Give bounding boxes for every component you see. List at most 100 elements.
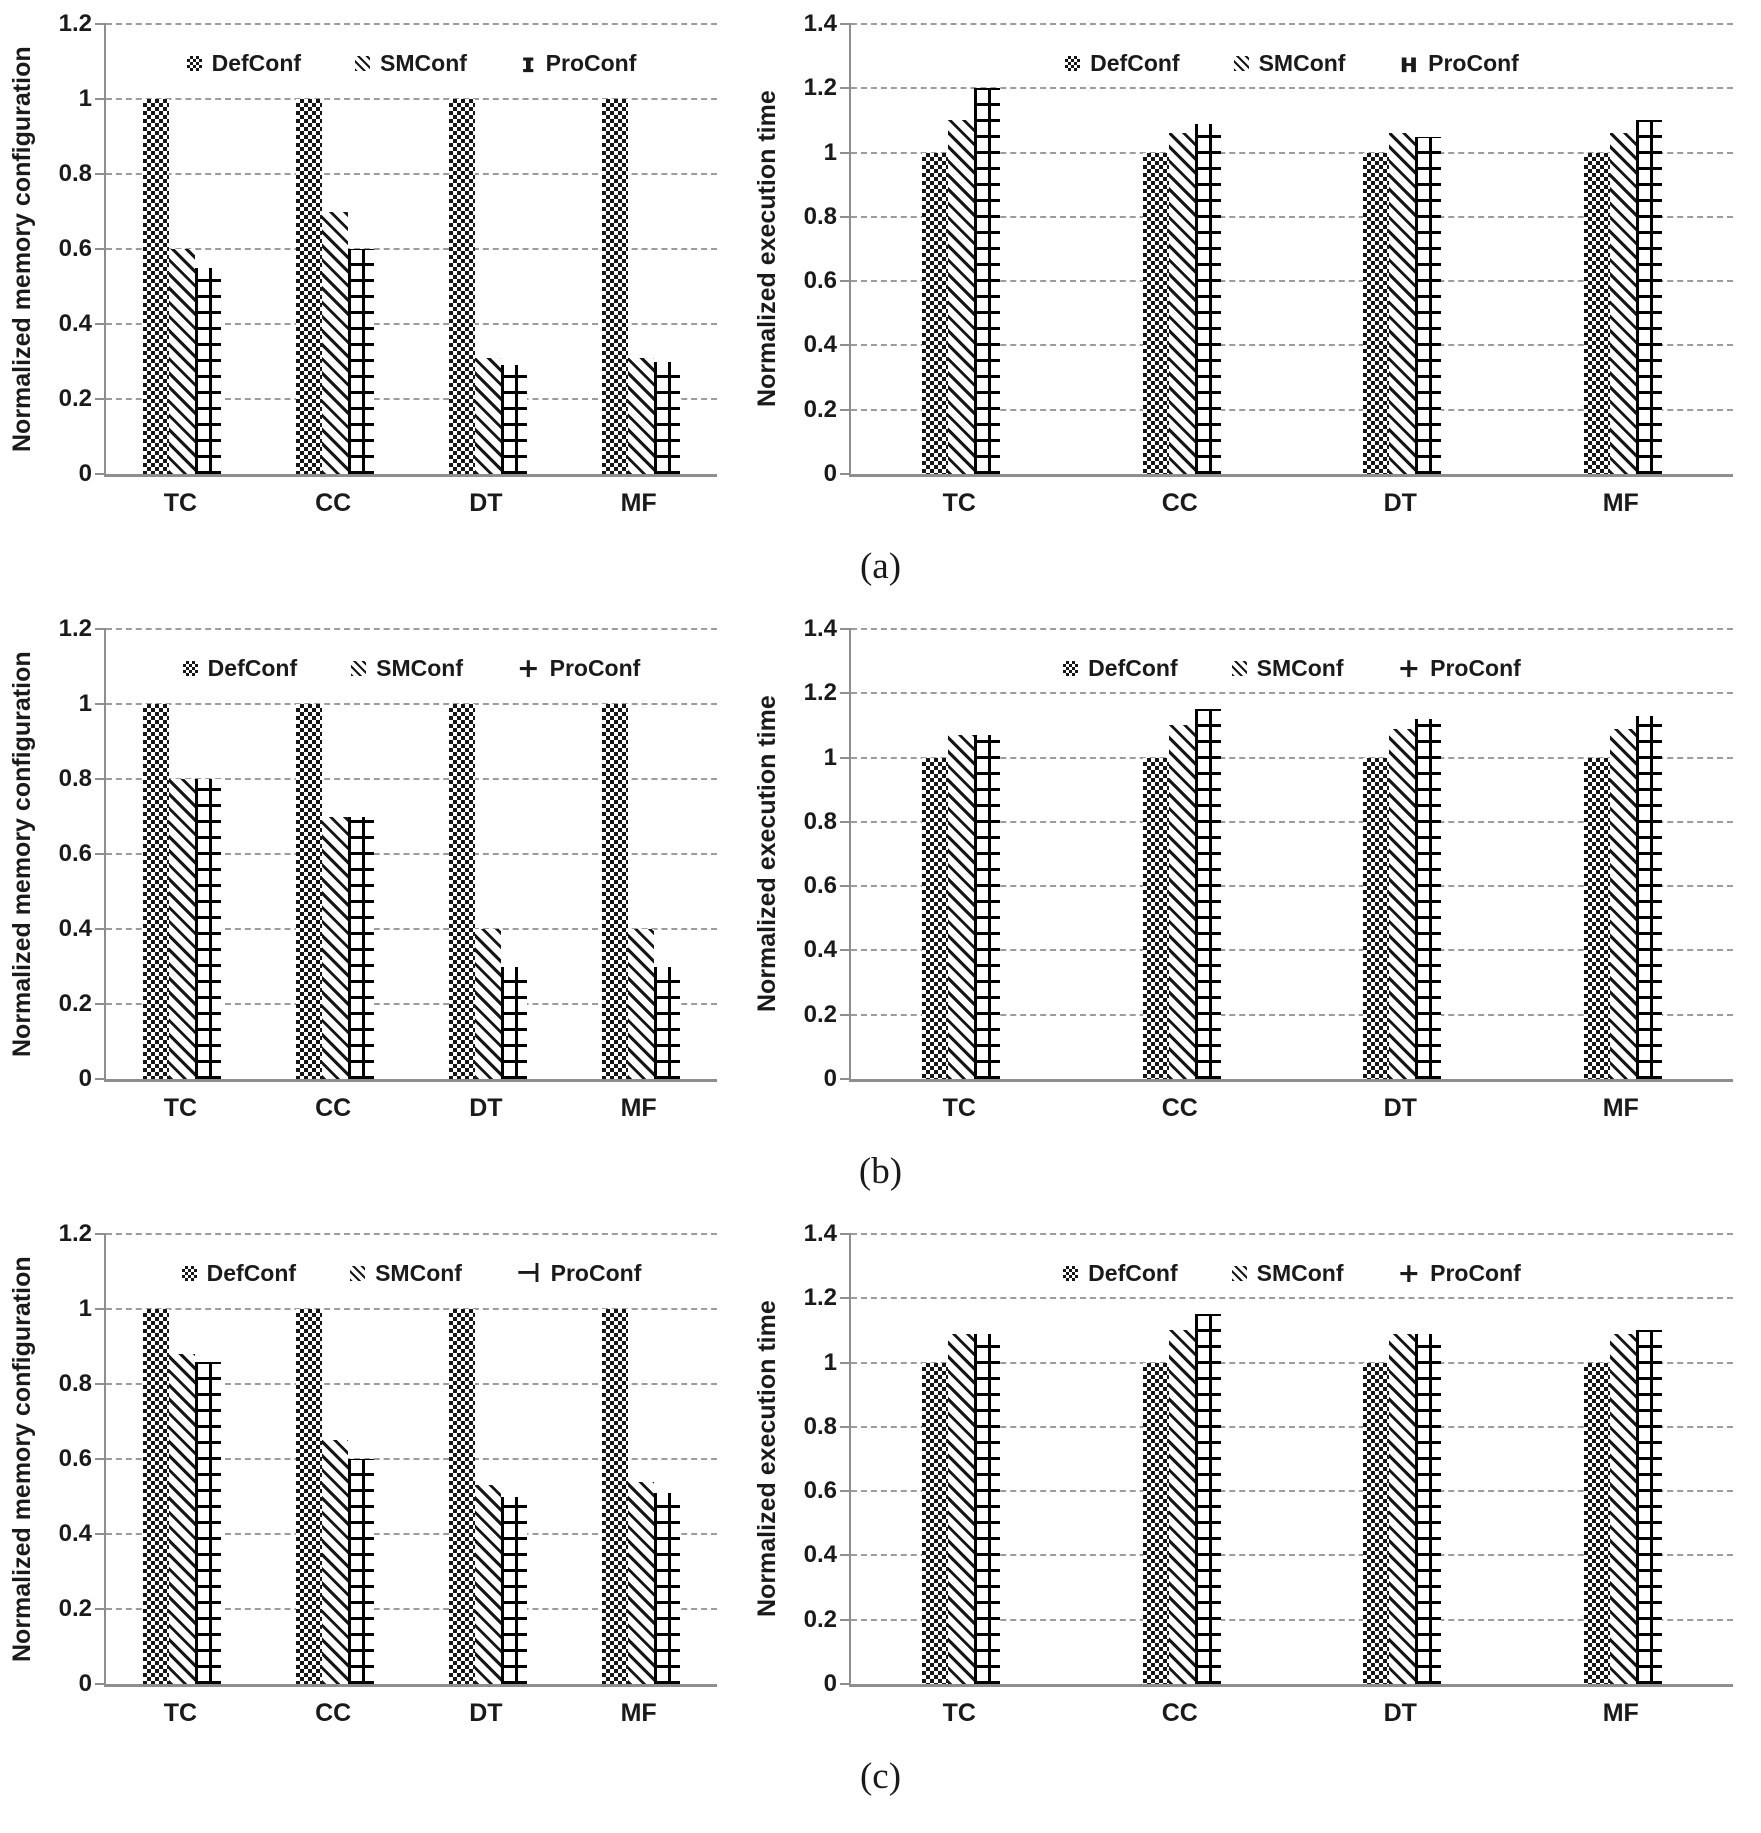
y-axis-title: Normalized execution time <box>753 90 781 408</box>
y-tick-label: 0.6 <box>803 267 837 295</box>
y-tick-label: 0.6 <box>58 1445 92 1472</box>
legend-label: SMConf <box>380 50 467 76</box>
legend-marker-diagonal-icon <box>1231 661 1247 676</box>
y-axis-tick-labels: 0 0.2 0.4 0.6 0.8 1 1.2 1.4 <box>791 615 849 1092</box>
bar-smconf-dt <box>474 1485 501 1684</box>
panel-label-a: (a) <box>859 546 902 587</box>
legend-item-smconf: SMConf <box>355 50 467 77</box>
x-category-label: TC <box>942 1094 976 1122</box>
gridline <box>106 1533 717 1535</box>
y-tick-label: 0.2 <box>58 1595 92 1622</box>
plot-area: DefConf SMConf ɪ ProConf <box>95 23 717 477</box>
chart-main: DefConf SMConf ⊣ ProConf TC CC DT MF <box>95 1233 745 1737</box>
legend-marker-proconf-icon: + <box>1397 652 1421 684</box>
y-axis-tick-labels: 0 0.2 0.4 0.6 0.8 1 1.2 <box>46 1220 104 1697</box>
legend: DefConf SMConf ⊣ ProConf <box>106 1260 717 1287</box>
legend-label: ProConf <box>549 655 641 681</box>
y-tick-label: 0.2 <box>803 1000 837 1028</box>
x-category-label: TC <box>163 1699 198 1727</box>
legend: DefConf SMConf + ProConf <box>851 1260 1733 1287</box>
legend-item-smconf: SMConf <box>351 655 463 682</box>
legend-marker-diagonal-icon <box>1233 56 1249 71</box>
bar-proconf-dt <box>500 365 527 474</box>
bar-proconf-mf <box>1635 120 1662 474</box>
y-tick-label: 1 <box>823 138 837 166</box>
y-tick-label: 1.4 <box>803 615 837 642</box>
legend-item-defconf: DefConf <box>1063 655 1178 682</box>
y-tick-mark <box>840 1297 851 1300</box>
legend-label: ProConf <box>1430 1260 1521 1286</box>
y-tick-label: 1 <box>78 1295 92 1322</box>
legend-marker-proconf-icon: ʜ <box>1399 47 1419 79</box>
legend-marker-diagonal-icon <box>355 56 371 71</box>
y-tick-mark <box>840 151 851 154</box>
y-tick-mark <box>95 1458 106 1460</box>
y-tick-mark <box>840 692 851 695</box>
y-tick-mark <box>840 1233 851 1235</box>
y-tick-mark <box>95 928 106 930</box>
x-category-label: MF <box>1602 1699 1639 1727</box>
gridline <box>851 344 1733 347</box>
y-tick-mark <box>95 473 106 475</box>
bar-smconf-tc <box>948 120 975 474</box>
bar-proconf-dt <box>1415 719 1442 1079</box>
y-tick-mark <box>840 885 851 888</box>
gridline <box>851 1554 1733 1557</box>
y-tick-mark <box>95 398 106 400</box>
y-tick-label: 0 <box>78 1065 92 1092</box>
gridline <box>851 949 1733 952</box>
chart-main: DefConf SMConf + ProConf TC CC DT MF <box>95 628 745 1132</box>
legend-item-defconf: DefConf <box>182 655 297 682</box>
x-category-label: MF <box>620 1094 657 1122</box>
x-category-label: TC <box>942 1699 976 1727</box>
gridline <box>106 173 717 175</box>
y-tick-mark <box>95 778 106 780</box>
bar-smconf-mf <box>627 1481 654 1684</box>
bar-proconf-mf <box>653 361 680 474</box>
y-tick-label: 1.2 <box>58 10 92 37</box>
bar-proconf-tc <box>195 779 222 1079</box>
gridline <box>851 1618 1733 1621</box>
y-axis-tick-labels: 0 0.2 0.4 0.6 0.8 1 1.2 <box>46 615 104 1092</box>
legend-label: SMConf <box>375 1260 462 1286</box>
y-tick-mark <box>95 1383 106 1385</box>
bar-smconf-dt <box>1389 1333 1416 1684</box>
bar-defconf-mf <box>1583 152 1610 474</box>
legend-item-proconf: ɪ ProConf <box>521 50 636 77</box>
legend-item-smconf: SMConf <box>1233 50 1345 77</box>
y-tick-label: 0 <box>78 460 92 487</box>
bar-proconf-cc <box>348 816 375 1079</box>
plot-area: DefConf SMConf + ProConf <box>840 1233 1733 1687</box>
y-tick-mark <box>840 87 851 90</box>
bar-proconf-dt <box>500 1496 527 1684</box>
bar-defconf-dt <box>1363 152 1390 474</box>
y-tick-label: 0 <box>78 1670 92 1697</box>
bar-smconf-tc <box>169 249 196 474</box>
bar-proconf-mf <box>653 966 680 1079</box>
y-tick-mark <box>840 756 851 759</box>
y-tick-mark <box>840 1078 851 1080</box>
y-axis-tick-labels: 0 0.2 0.4 0.6 0.8 1 1.2 1.4 <box>791 10 849 487</box>
gridline <box>106 398 717 400</box>
legend: DefConf SMConf ɪ ProConf <box>106 50 717 77</box>
legend-label: DefConf <box>1088 1260 1178 1286</box>
gridline <box>851 1490 1733 1493</box>
bar-proconf-dt <box>500 966 527 1079</box>
y-tick-label: 0.4 <box>803 1541 837 1569</box>
legend-item-defconf: DefConf <box>1065 50 1180 77</box>
bar-proconf-tc <box>195 267 222 474</box>
bar-smconf-cc <box>322 211 349 474</box>
y-tick-mark <box>95 628 106 630</box>
figure-row-c: Normalized memory configuration 0 0.2 0.4 0… <box>0 1218 1761 1737</box>
bar-smconf-mf <box>627 929 654 1079</box>
legend-marker-checker-icon <box>1065 56 1081 71</box>
bar-smconf-tc <box>169 1354 196 1684</box>
y-tick-label: 0.2 <box>803 1605 837 1633</box>
y-tick-label: 1.2 <box>58 1220 92 1247</box>
chart-main: DefConf SMConf + ProConf TC CC DT MF <box>840 1233 1761 1737</box>
y-tick-label: 0.6 <box>803 1477 837 1505</box>
bar-smconf-mf <box>1609 728 1636 1079</box>
y-axis-tick-labels: 0 0.2 0.4 0.6 0.8 1 1.2 <box>46 10 104 487</box>
x-axis-labels: TC CC DT MF <box>104 477 717 527</box>
